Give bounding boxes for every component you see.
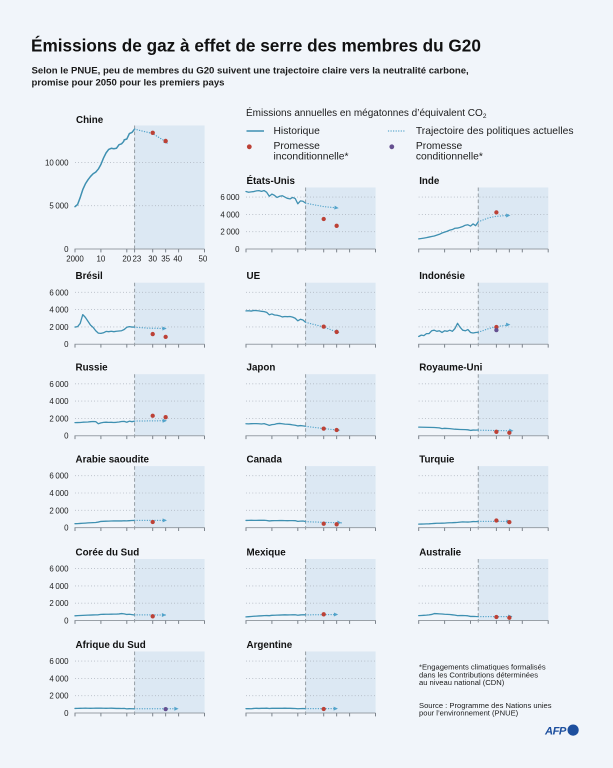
svg-text:Émissions annuelles en mégaton: Émissions annuelles en mégatonnes d’équi… — [246, 106, 487, 120]
svg-text:*Engagements climatiques forma: *Engagements climatiques formalisés — [419, 663, 546, 672]
svg-text:50: 50 — [199, 254, 208, 263]
svg-text:2000: 2000 — [66, 254, 84, 263]
svg-text:2 000: 2 000 — [49, 506, 69, 515]
svg-text:pour l’environnement (PNUE): pour l’environnement (PNUE) — [419, 709, 519, 718]
svg-text:États-Unis: États-Unis — [247, 175, 296, 187]
svg-text:4 000: 4 000 — [49, 397, 69, 406]
svg-text:0: 0 — [64, 617, 69, 626]
svg-text:4 000: 4 000 — [49, 674, 69, 683]
svg-text:Brésil: Brésil — [76, 271, 104, 282]
svg-text:Argentine: Argentine — [247, 640, 293, 651]
svg-text:2 000: 2 000 — [49, 599, 69, 608]
svg-text:conditionnelle*: conditionnelle* — [416, 151, 483, 162]
svg-text:Canada: Canada — [247, 455, 283, 466]
svg-text:4 000: 4 000 — [49, 306, 69, 315]
svg-text:Trajectoire des politiques act: Trajectoire des politiques actuelles — [416, 126, 574, 137]
svg-text:Promesse: Promesse — [274, 141, 321, 152]
svg-text:6 000: 6 000 — [49, 657, 69, 666]
svg-text:6 000: 6 000 — [49, 380, 69, 389]
svg-text:2 000: 2 000 — [49, 414, 69, 423]
svg-text:Source : Programme des Nations: Source : Programme des Nations unies — [419, 701, 552, 710]
svg-text:6 000: 6 000 — [49, 565, 69, 574]
svg-text:23: 23 — [133, 254, 142, 263]
svg-text:40: 40 — [173, 254, 182, 263]
svg-text:dans les Contributions détermi: dans les Contributions déterminées — [419, 670, 538, 679]
svg-text:4 000: 4 000 — [49, 489, 69, 498]
svg-text:0: 0 — [64, 245, 69, 254]
svg-text:Corée du Sud: Corée du Sud — [76, 548, 140, 559]
svg-text:4 000: 4 000 — [220, 210, 240, 219]
svg-text:6 000: 6 000 — [49, 288, 69, 297]
svg-text:0: 0 — [64, 709, 69, 718]
svg-text:35: 35 — [161, 254, 170, 263]
svg-text:30: 30 — [148, 254, 157, 263]
svg-text:Royaume-Uni: Royaume-Uni — [419, 363, 482, 374]
svg-text:promise pour 2050 pour les pre: promise pour 2050 pour les premiers pays — [32, 78, 225, 89]
svg-text:Turquie: Turquie — [419, 455, 455, 466]
svg-text:au niveau national (CDN): au niveau national (CDN) — [419, 678, 505, 687]
svg-text:0: 0 — [235, 245, 240, 254]
svg-text:2 000: 2 000 — [220, 228, 240, 237]
svg-text:5 000: 5 000 — [49, 202, 69, 211]
svg-text:10: 10 — [97, 254, 106, 263]
svg-text:20: 20 — [122, 254, 131, 263]
svg-text:Historique: Historique — [274, 126, 321, 137]
svg-text:Promesse: Promesse — [416, 141, 463, 152]
svg-text:2 000: 2 000 — [49, 692, 69, 701]
svg-text:Japon: Japon — [247, 363, 276, 374]
svg-text:AFP: AFP — [544, 725, 567, 737]
svg-text:Inde: Inde — [419, 176, 440, 187]
svg-text:Indonésie: Indonésie — [419, 271, 465, 282]
svg-text:6 000: 6 000 — [220, 193, 240, 202]
svg-text:UE: UE — [247, 271, 261, 282]
svg-text:Australie: Australie — [419, 548, 461, 559]
svg-text:Arabie saoudite: Arabie saoudite — [76, 455, 150, 466]
svg-text:Russie: Russie — [76, 363, 109, 374]
svg-text:4 000: 4 000 — [49, 582, 69, 591]
svg-text:10 000: 10 000 — [45, 158, 69, 167]
svg-text:Mexique: Mexique — [247, 548, 287, 559]
svg-text:2 000: 2 000 — [49, 323, 69, 332]
svg-text:Chine: Chine — [76, 115, 104, 126]
svg-text:Émissions de gaz à effet de se: Émissions de gaz à effet de serre des me… — [31, 36, 481, 56]
svg-text:6 000: 6 000 — [49, 472, 69, 481]
svg-text:0: 0 — [64, 524, 69, 533]
svg-text:Selon le PNUE, peu de membres: Selon le PNUE, peu de membres du G20 sui… — [32, 65, 470, 76]
svg-text:Afrique du Sud: Afrique du Sud — [76, 640, 146, 651]
svg-text:inconditionnelle*: inconditionnelle* — [274, 151, 349, 162]
svg-text:0: 0 — [64, 340, 69, 349]
svg-text:0: 0 — [64, 432, 69, 441]
